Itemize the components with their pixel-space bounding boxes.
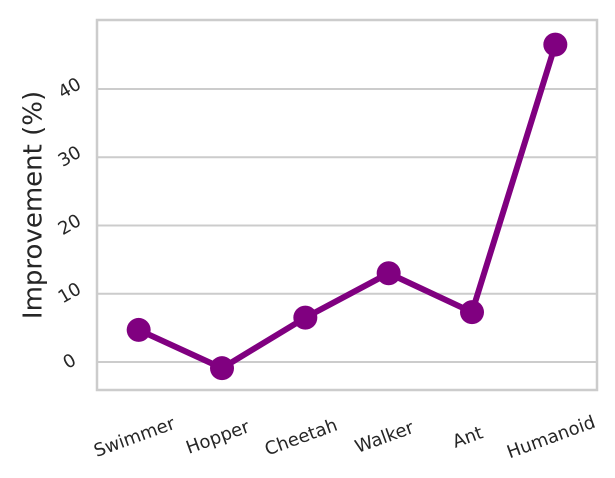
x-tick-label: Ant <box>450 422 486 452</box>
x-tick-label: Walker <box>352 417 417 458</box>
point <box>460 300 484 325</box>
point <box>543 32 568 57</box>
point <box>293 305 318 330</box>
y-axis-label: Improvement (%) <box>19 91 49 319</box>
y-tick-label: 20 <box>55 210 85 240</box>
x-tick-label: Cheetah <box>262 415 340 461</box>
point <box>210 356 234 381</box>
point <box>376 261 401 286</box>
y-tick-label: 10 <box>55 278 85 308</box>
x-tick-label: Hopper <box>183 416 253 458</box>
y-tick-label: 30 <box>55 142 85 172</box>
y-tick-label: 0 <box>60 350 80 374</box>
x-tick-label: Swimmer <box>91 413 178 462</box>
line <box>137 43 559 372</box>
plot-frame <box>95 18 599 392</box>
point <box>126 317 151 342</box>
y-tick-label: 40 <box>55 74 85 104</box>
x-tick-label: Humanoid <box>504 412 598 463</box>
